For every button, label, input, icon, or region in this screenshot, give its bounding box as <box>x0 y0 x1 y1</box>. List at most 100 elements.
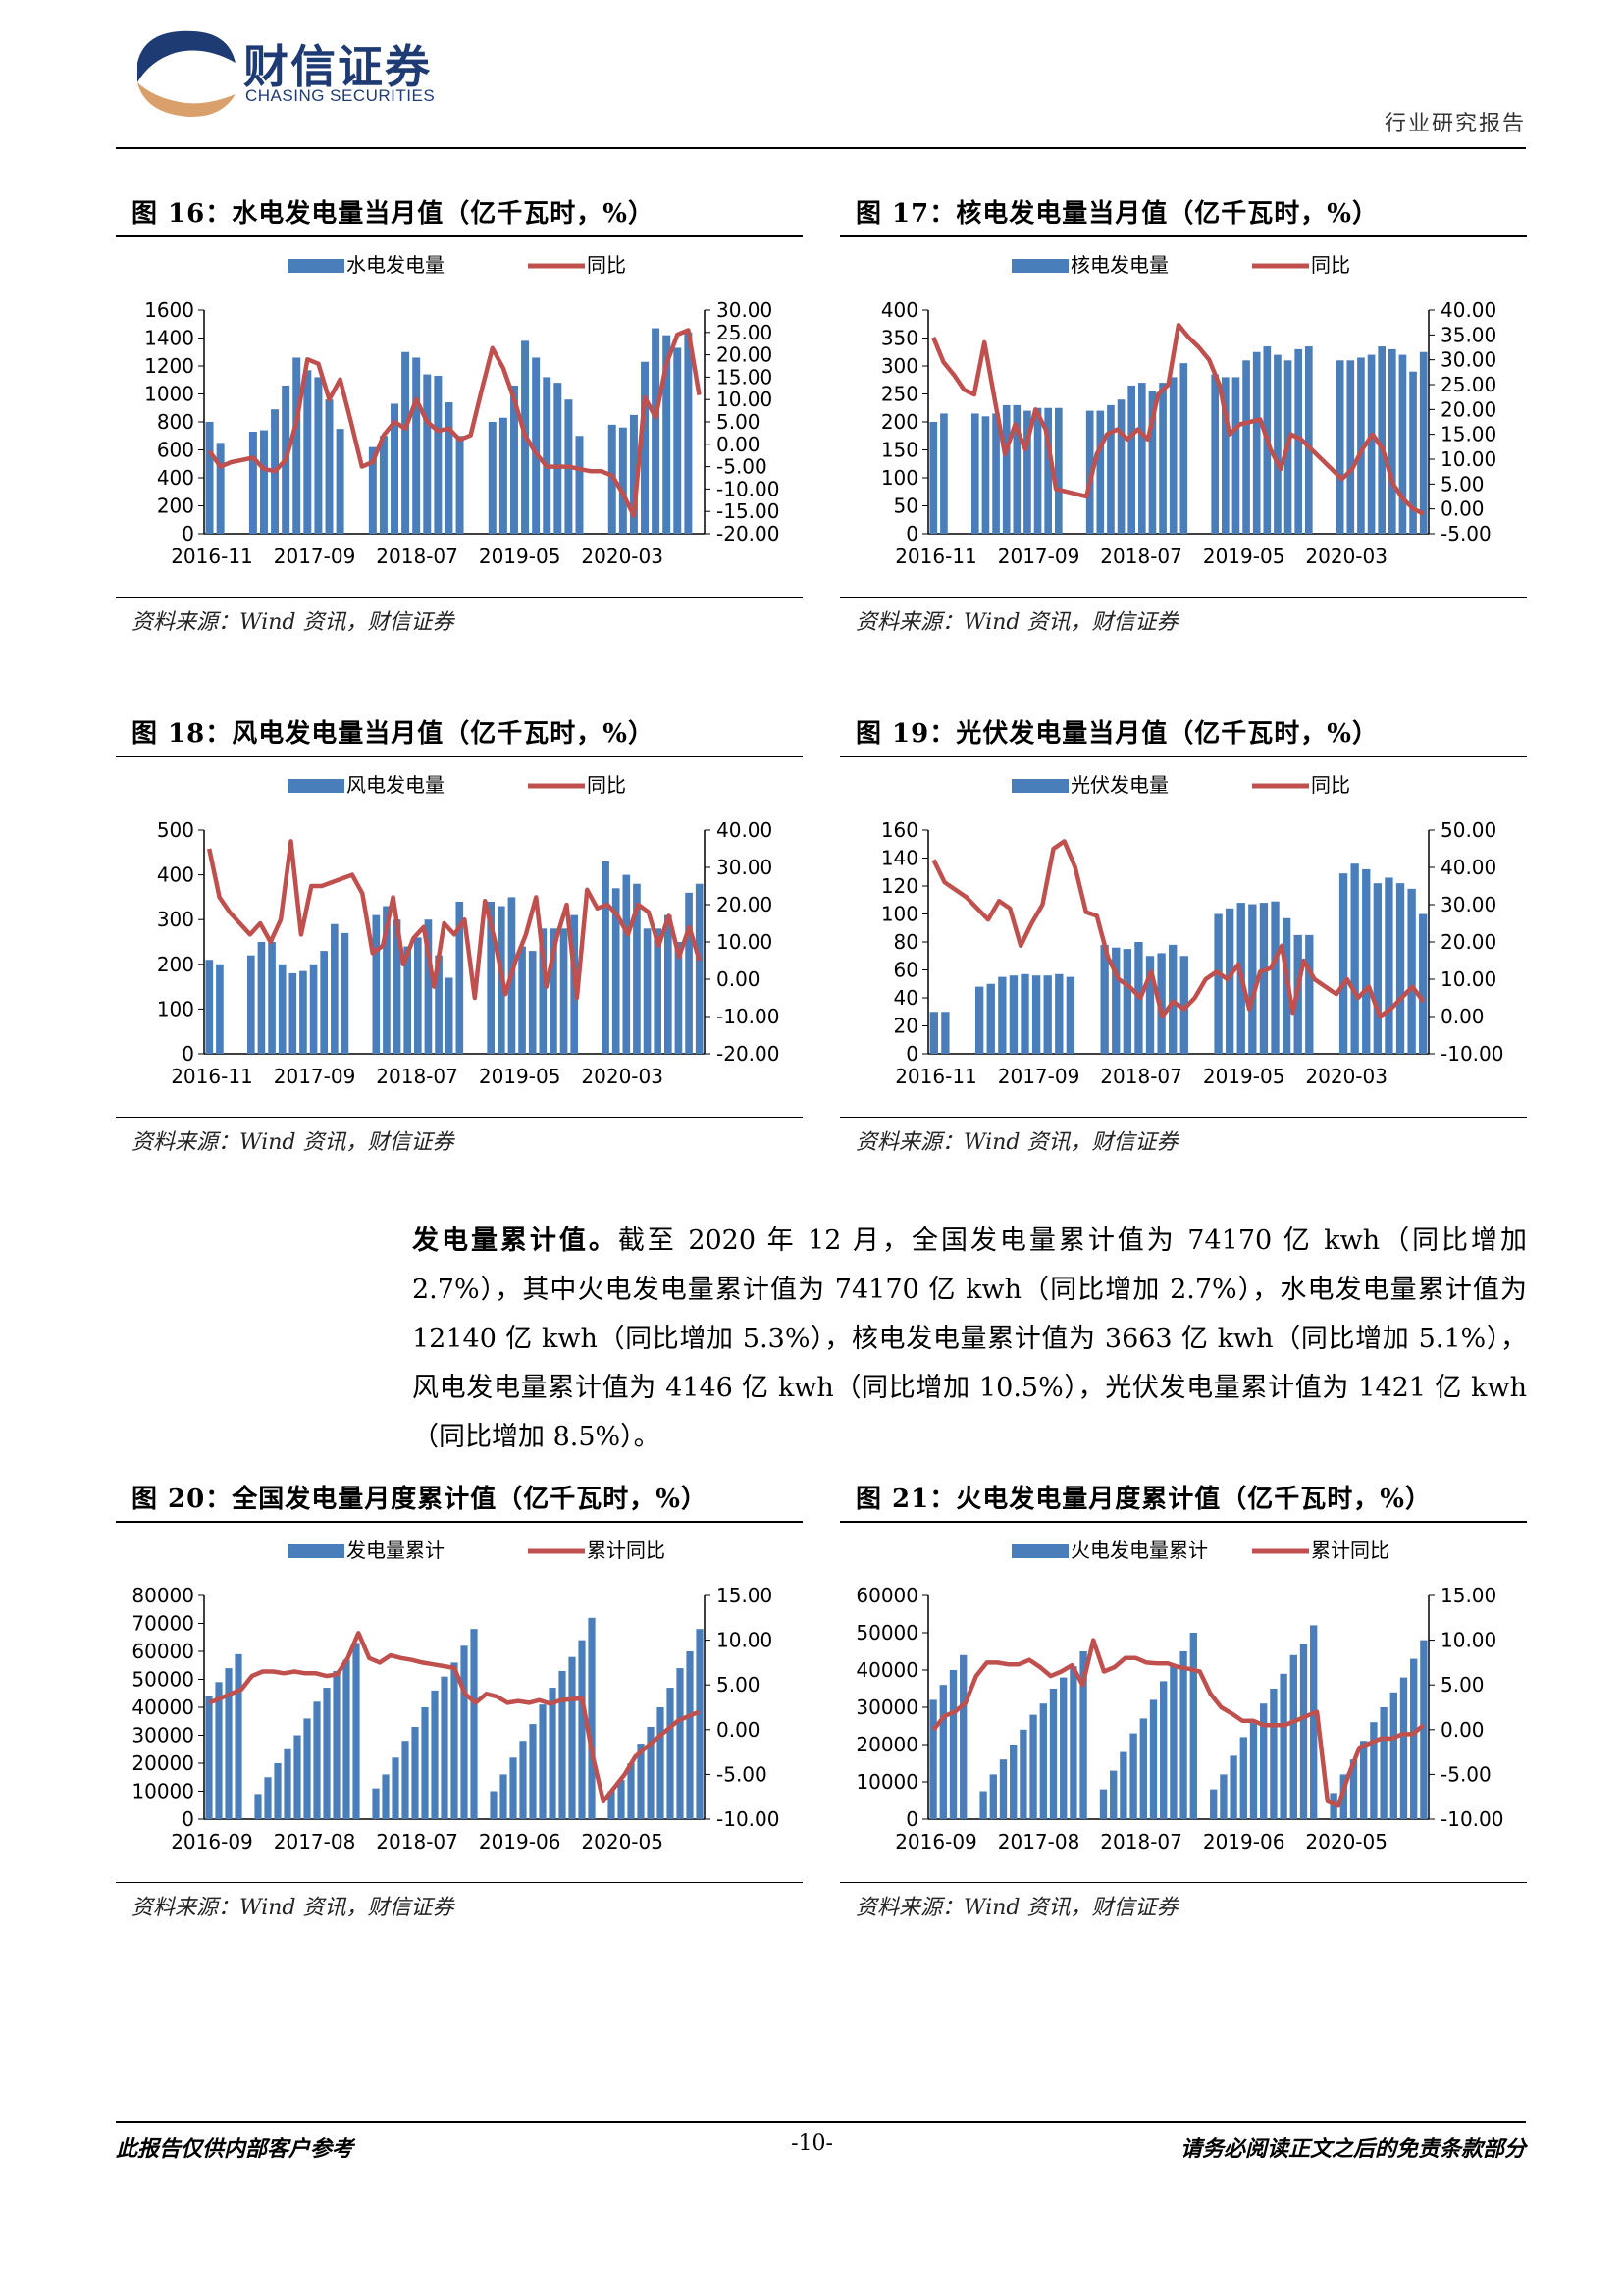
y-left-tick-label: 1600 <box>144 298 194 322</box>
bar <box>543 377 551 534</box>
bar <box>293 1735 301 1819</box>
bar <box>1120 1751 1127 1819</box>
y-right-tick-label: 10.00 <box>716 930 772 954</box>
legend-bar-label: 发电量累计 <box>346 1539 445 1562</box>
y-right-tick-label: 5.00 <box>716 1673 760 1696</box>
bar <box>1274 354 1282 534</box>
x-tick-label: 2020-03 <box>581 1065 663 1088</box>
y-right-tick-label: 30.00 <box>716 856 772 879</box>
x-tick-label: 2019-05 <box>479 1065 561 1088</box>
y-left-tick-label: 20000 <box>856 1733 918 1756</box>
x-tick-label: 2016-11 <box>895 545 977 568</box>
y-left-tick-label: 10000 <box>856 1770 918 1794</box>
legend-line-label: 累计同比 <box>1311 1539 1389 1562</box>
bar <box>998 976 1007 1054</box>
figure-source-divider <box>116 1117 803 1118</box>
y-left-tick-label: 50000 <box>856 1621 918 1644</box>
bar <box>470 1629 478 1819</box>
bar <box>216 443 225 534</box>
bar <box>1271 901 1280 1054</box>
x-tick-label: 2020-03 <box>1305 545 1388 568</box>
figure-20-chart: 发电量累计 累计同比 0 10000 20000 30000 40000 50000 60000… <box>131 1539 779 1853</box>
y-right-tick-label: 10.00 <box>1441 1629 1496 1652</box>
legend-bar-label: 水电发电量 <box>346 253 445 277</box>
bar <box>1100 944 1109 1054</box>
figure-source: 资料来源：Wind 资讯，财信证券 <box>131 610 454 635</box>
legend-line-label: 同比 <box>587 253 626 277</box>
legend-bar-swatch <box>288 779 344 793</box>
bar <box>341 932 349 1054</box>
y-left-tick-label: 0 <box>182 1042 194 1066</box>
bar-series <box>205 1617 704 1819</box>
bar-series <box>929 1625 1428 1819</box>
bar <box>1145 956 1155 1054</box>
bar <box>314 377 323 534</box>
bar <box>939 1685 947 1819</box>
bar <box>1179 1651 1187 1819</box>
y-right-tick-label: 0.00 <box>716 1718 760 1742</box>
chart-legend: 火电发电量累计 累计同比 <box>1012 1539 1389 1562</box>
bar <box>445 977 453 1054</box>
y-left-tick-label: 400 <box>157 863 194 887</box>
x-tick-label: 2016-11 <box>895 1065 977 1088</box>
bar <box>379 436 388 534</box>
figure-source-divider <box>116 1882 803 1883</box>
bar <box>1149 1699 1158 1819</box>
y-left-tick-label: 80 <box>894 930 918 954</box>
bar <box>1398 354 1407 534</box>
bar <box>1350 863 1359 1054</box>
y-left-tick-label: 150 <box>881 439 918 462</box>
y-right-tick-label: 5.00 <box>1441 1673 1485 1696</box>
bar <box>674 942 683 1054</box>
y-right-tick-label: 30.00 <box>1441 893 1496 916</box>
bar <box>1385 877 1393 1054</box>
figure-title: 图 21：火电发电量月度累计值（亿千瓦时，%） <box>840 1480 1527 1523</box>
y-right-tick-label: 20.00 <box>1441 397 1496 421</box>
y-left-tick-label: 70000 <box>131 1612 194 1636</box>
bar <box>333 1670 341 1819</box>
y-left-tick-label: 250 <box>881 383 918 406</box>
bar <box>1294 348 1303 534</box>
bar <box>1013 404 1022 534</box>
bar <box>1021 973 1029 1054</box>
bar <box>940 413 948 534</box>
bar <box>455 901 464 1054</box>
legend-bar-swatch <box>1012 259 1069 273</box>
bar <box>989 1774 997 1819</box>
y-left-tick-label: 600 <box>157 439 194 462</box>
y-right-tick-label: 40.00 <box>1441 856 1496 879</box>
y-right-tick-label: -10.00 <box>716 1807 779 1831</box>
x-tick-label: 2018-07 <box>1100 1065 1182 1088</box>
bar <box>499 1774 507 1819</box>
bar <box>490 1791 498 1819</box>
bar <box>383 906 391 1054</box>
bar <box>303 370 312 534</box>
bar <box>1339 1774 1347 1819</box>
bar <box>330 923 339 1054</box>
y-left-tick-label: 40000 <box>131 1696 194 1719</box>
bar <box>1096 410 1105 534</box>
y-right-tick-label: 50.00 <box>1441 818 1496 842</box>
bar <box>1249 1722 1258 1819</box>
bar <box>225 1668 233 1819</box>
bar <box>372 1788 380 1819</box>
x-tick-label: 2020-03 <box>581 545 663 568</box>
bar <box>1299 1644 1308 1819</box>
y-right-tick-label: -5.00 <box>716 1762 767 1786</box>
bar <box>1346 360 1355 534</box>
bar <box>1410 1658 1418 1819</box>
bar <box>1170 1666 1178 1819</box>
y-right-tick-label: 5.00 <box>1441 472 1485 496</box>
x-tick-label: 2016-09 <box>171 1830 253 1853</box>
bar <box>575 436 584 534</box>
line-series <box>208 1631 701 1804</box>
bar <box>550 928 557 1054</box>
bar <box>1159 383 1167 534</box>
y-left-tick-label: 100 <box>157 997 194 1020</box>
bar <box>392 1757 399 1819</box>
bar <box>205 422 214 534</box>
bar <box>622 874 631 1054</box>
y-right-tick-label: 0.00 <box>1441 1718 1485 1742</box>
y-left-tick-label: 350 <box>881 327 918 350</box>
y-right-tick-label: -10.00 <box>716 1005 779 1028</box>
